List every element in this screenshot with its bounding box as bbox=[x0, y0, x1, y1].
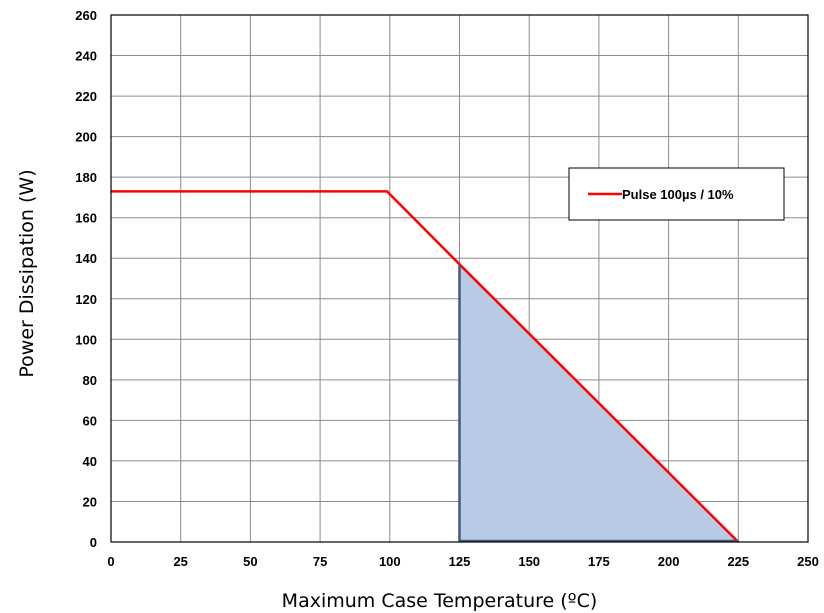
x-axis-title: Maximum Case Temperature (ºC) bbox=[282, 590, 598, 612]
x-tick-label: 225 bbox=[727, 554, 749, 569]
x-axis-tick-labels: 0 25 50 75 100 125 150 175 200 225 250 bbox=[107, 554, 818, 569]
x-tick-label: 200 bbox=[658, 554, 680, 569]
x-tick-label: 75 bbox=[313, 554, 327, 569]
y-tick-label: 0 bbox=[90, 535, 97, 550]
y-axis-tick-labels: 0 20 40 60 80 100 120 140 160 180 200 220 240 260 bbox=[75, 8, 97, 550]
y-tick-label: 80 bbox=[83, 373, 97, 388]
y-tick-label: 240 bbox=[75, 49, 97, 64]
y-tick-label: 220 bbox=[75, 89, 97, 104]
y-tick-label: 40 bbox=[83, 454, 97, 469]
y-tick-label: 260 bbox=[75, 8, 97, 23]
x-tick-label: 125 bbox=[449, 554, 471, 569]
series-line-pulse bbox=[111, 190, 740, 543]
legend: Pulse 100µs / 10% bbox=[568, 167, 785, 221]
y-tick-label: 20 bbox=[83, 494, 97, 509]
y-tick-label: 100 bbox=[75, 332, 97, 347]
y-tick-label: 60 bbox=[83, 413, 97, 428]
y-axis-title: Power Dissipation (W) bbox=[16, 169, 38, 377]
y-tick-label: 180 bbox=[75, 170, 97, 185]
y-tick-label: 160 bbox=[75, 211, 97, 226]
y-tick-label: 200 bbox=[75, 130, 97, 145]
x-tick-label: 25 bbox=[173, 554, 187, 569]
y-tick-label: 120 bbox=[75, 292, 97, 307]
y-tick-label: 140 bbox=[75, 251, 97, 266]
x-tick-label: 50 bbox=[243, 554, 257, 569]
x-tick-label: 175 bbox=[588, 554, 610, 569]
x-tick-label: 150 bbox=[518, 554, 540, 569]
legend-label-pulse: Pulse 100µs / 10% bbox=[622, 187, 734, 202]
x-tick-label: 250 bbox=[797, 554, 819, 569]
x-tick-label: 0 bbox=[107, 554, 114, 569]
plot-area-frame bbox=[110, 14, 809, 543]
x-tick-label: 100 bbox=[379, 554, 401, 569]
